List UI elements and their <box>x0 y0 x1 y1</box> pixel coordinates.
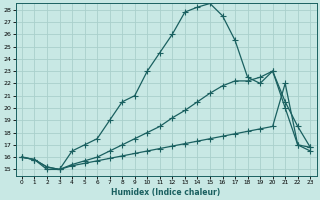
X-axis label: Humidex (Indice chaleur): Humidex (Indice chaleur) <box>111 188 221 197</box>
